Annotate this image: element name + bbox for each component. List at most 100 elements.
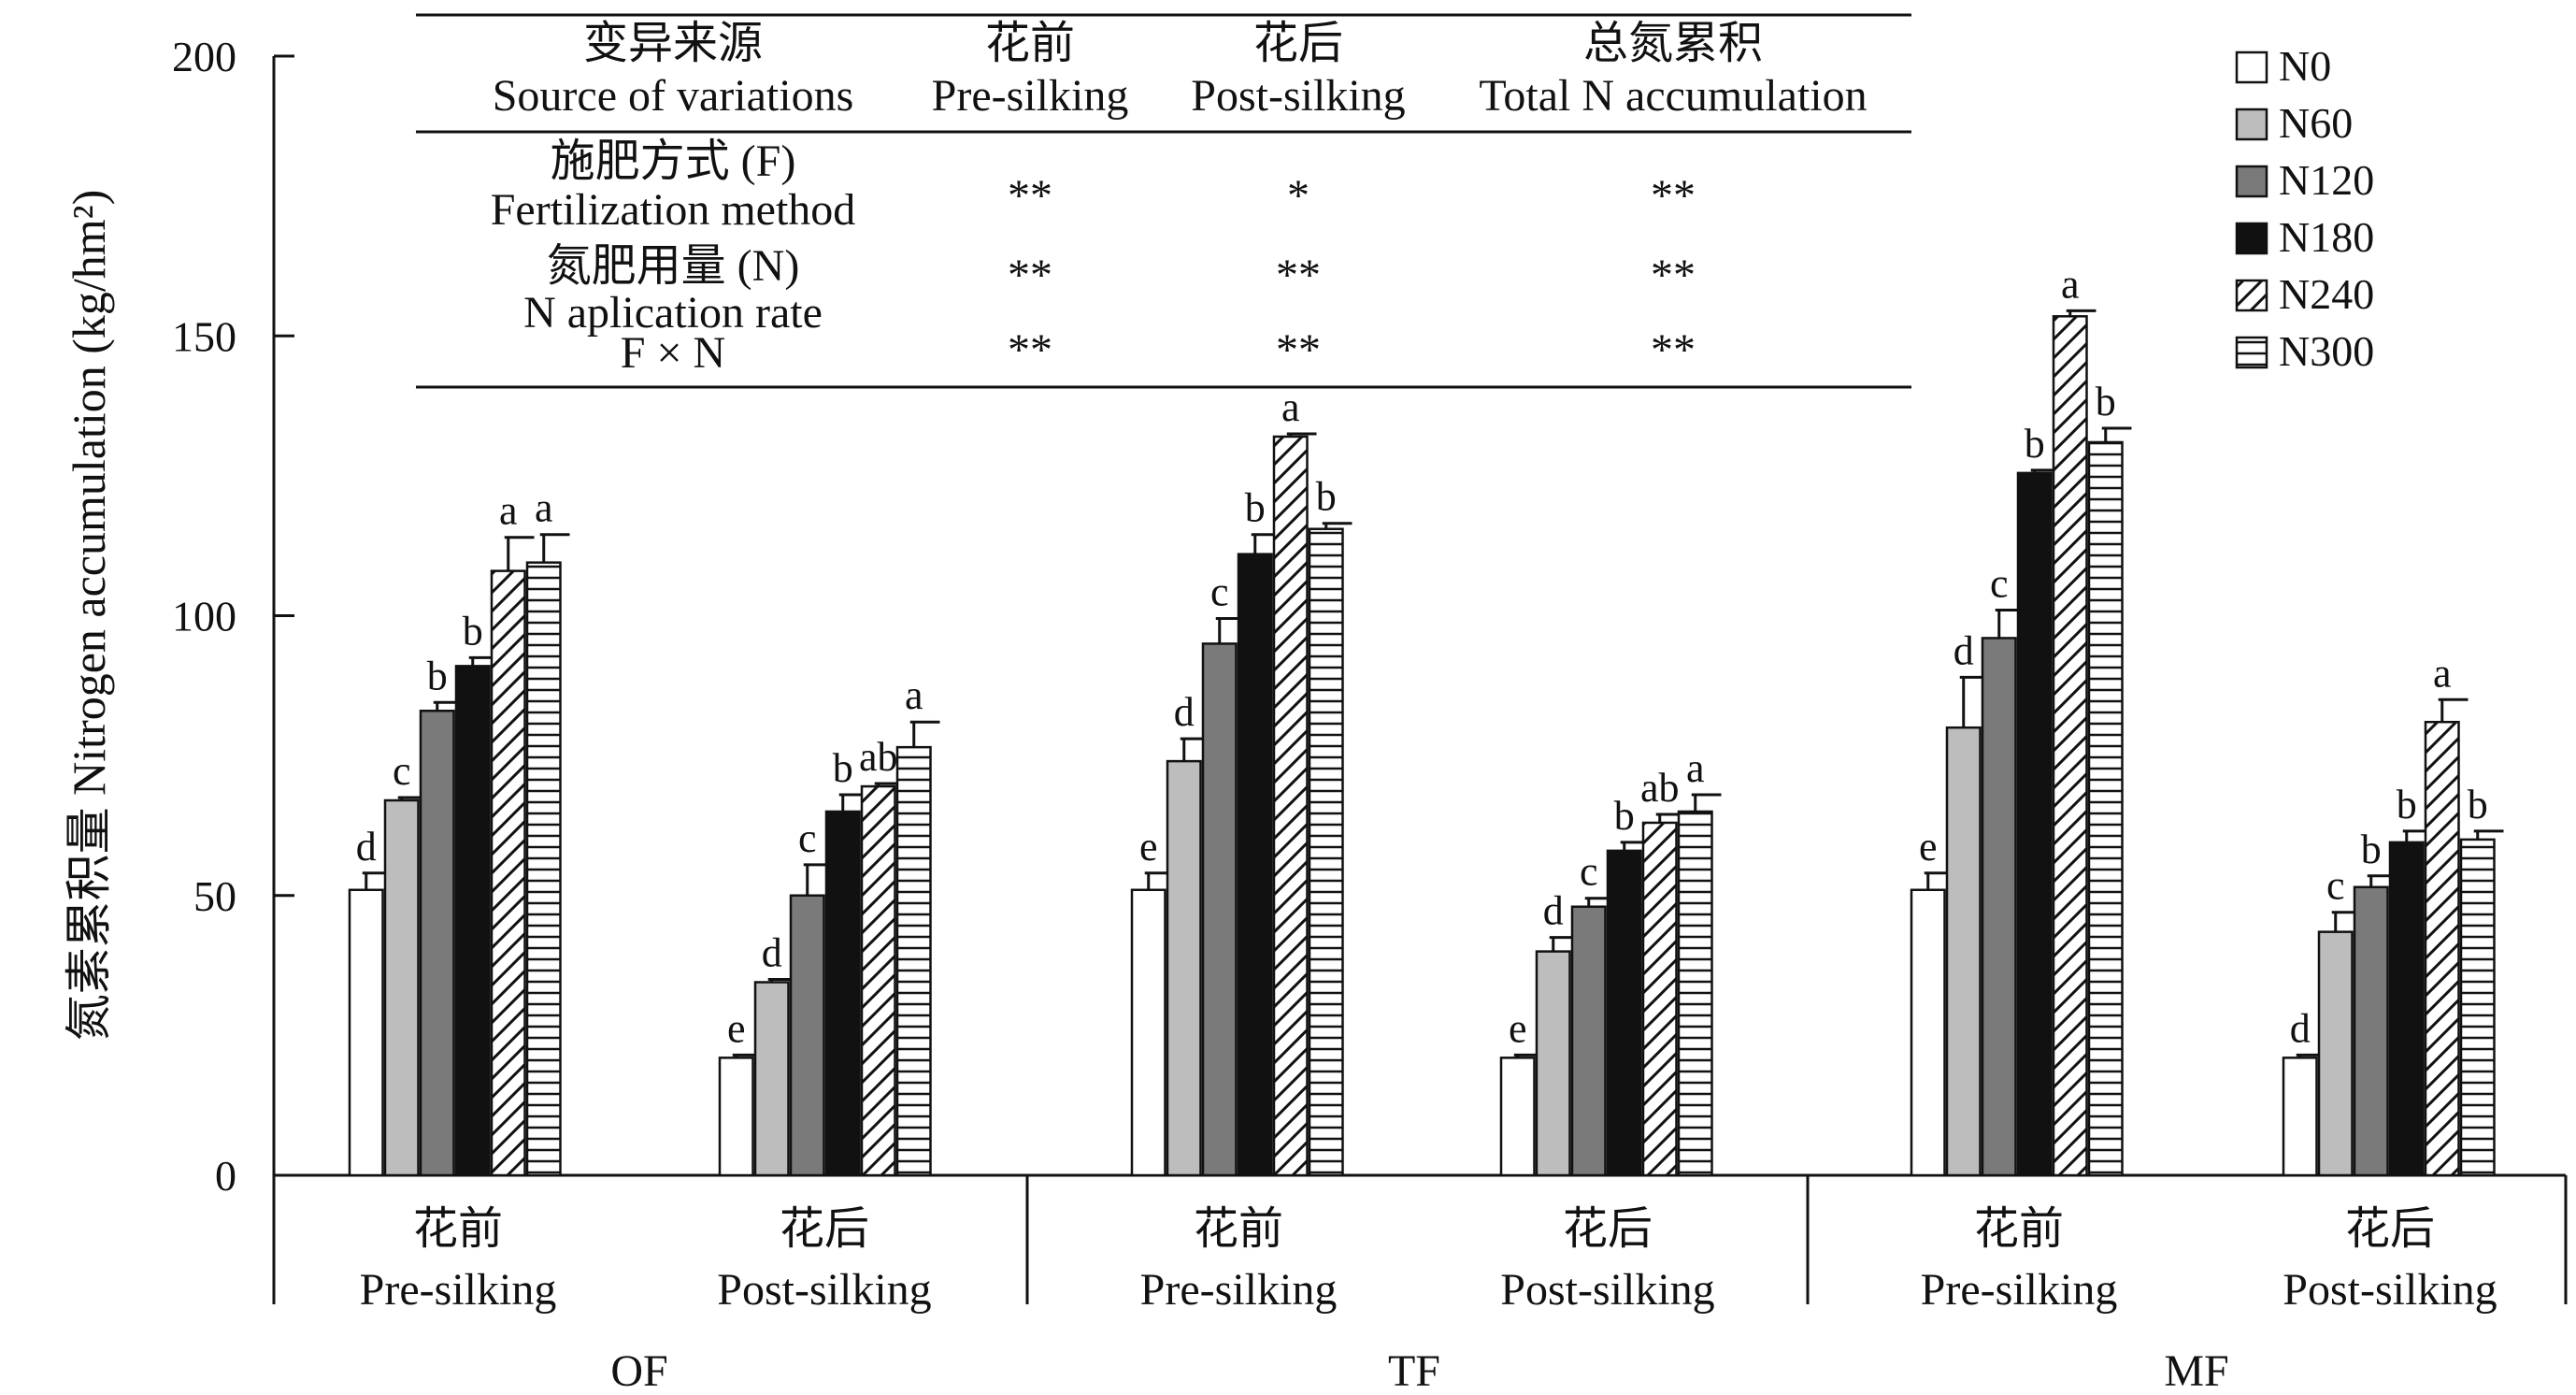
bar-n180-3	[1606, 849, 1642, 1177]
bar-n300-4	[2087, 440, 2124, 1177]
bar-n240-4	[2052, 315, 2088, 1177]
axes-layer: 0 50 100 150 200 氮素累积量 Nitrogen accumulation …	[63, 33, 2568, 1304]
bar-n300-1	[895, 745, 932, 1177]
significance-letter: c	[393, 748, 411, 794]
table-significance: **	[1008, 251, 1052, 300]
group-label: MF	[2164, 1346, 2228, 1395]
bar-n60-1	[753, 981, 790, 1177]
bar-n120-2	[1201, 642, 1238, 1177]
bar-n0-2	[1130, 888, 1166, 1177]
category-label-en: Pre-silking	[1140, 1265, 1338, 1315]
significance-letter: b	[1316, 474, 1337, 520]
category-label-zh: 花后	[2345, 1204, 2435, 1254]
legend-swatch-n120	[2235, 165, 2268, 198]
category-label-en: Post-silking	[2283, 1265, 2497, 1315]
table-header-en: Source of variations	[493, 71, 854, 121]
legend-swatch-n60	[2235, 108, 2268, 141]
significance-letter: b	[463, 608, 483, 654]
bar-n60-0	[383, 798, 420, 1177]
y-tick-label: 0	[215, 1152, 236, 1200]
significance-letter: c	[1210, 568, 1229, 614]
table-significance: **	[1008, 325, 1052, 375]
significance-letter: b	[2468, 782, 2488, 827]
significance-letter: c	[1990, 561, 2009, 607]
significance-letter: b	[1245, 485, 1266, 531]
bar-n60-2	[1166, 759, 1202, 1177]
table-row-label: F × N	[621, 328, 725, 378]
significance-letter: a	[535, 485, 553, 531]
bar-n180-4	[2016, 471, 2053, 1177]
y-tick-label: 50	[193, 872, 236, 920]
significance-letter: b	[1614, 793, 1635, 839]
bar-n180-5	[2388, 841, 2425, 1177]
significance-letter: a	[905, 672, 923, 718]
significance-letter: c	[1580, 849, 1598, 895]
table-header-zh: 总氮累积	[1583, 19, 1763, 68]
category-label-en: Post-silking	[1500, 1265, 1714, 1315]
bar-n180-2	[1237, 553, 1273, 1177]
table-row-label: 施肥方式 (F)	[551, 137, 796, 186]
bar-n240-3	[1641, 821, 1678, 1177]
significance-letter: b	[833, 745, 853, 791]
table-significance: **	[1276, 325, 1321, 375]
significance-letter: ab	[1640, 765, 1680, 811]
legend-label: N300	[2279, 327, 2374, 375]
table-row-label: N aplication rate	[523, 288, 823, 338]
bar-n240-0	[490, 569, 526, 1177]
legend-label: N180	[2279, 213, 2374, 261]
legend-label: N60	[2279, 99, 2353, 147]
bar-n0-5	[2282, 1057, 2318, 1177]
bar-n60-3	[1535, 950, 1571, 1177]
category-label-en: Pre-silking	[360, 1265, 557, 1315]
bar-n120-0	[419, 709, 455, 1177]
table-header-en: Post-silking	[1191, 71, 1405, 121]
significance-letter: d	[356, 824, 377, 870]
bar-n300-3	[1677, 810, 1713, 1177]
significance-letter: ab	[859, 734, 898, 780]
significance-letter: d	[1543, 888, 1564, 934]
table-row-label: 氮肥用量 (N)	[547, 241, 800, 291]
bar-n0-3	[1499, 1057, 1536, 1177]
legend-swatch-n180	[2235, 222, 2268, 255]
bar-n120-1	[789, 894, 825, 1177]
category-label-zh: 花后	[780, 1204, 869, 1254]
bar-n0-0	[348, 888, 384, 1177]
y-tick-label: 200	[172, 33, 236, 80]
significance-letter: d	[1174, 689, 1195, 735]
table-header-en: Pre-silking	[932, 71, 1129, 121]
bar-n180-0	[454, 665, 491, 1177]
legend-swatch-n300	[2235, 336, 2268, 369]
bar-n0-4	[1910, 888, 1946, 1177]
legend-swatch-n0	[2235, 50, 2268, 84]
group-label: OF	[610, 1346, 667, 1395]
significance-letter: a	[2433, 650, 2452, 696]
bar-n240-5	[2424, 720, 2460, 1177]
bar-n240-2	[1272, 435, 1309, 1177]
bar-n0-1	[718, 1057, 754, 1177]
category-label-zh: 花前	[413, 1204, 503, 1254]
bar-n180-1	[824, 810, 861, 1177]
table-header-en: Total N accumulation	[1479, 71, 1867, 121]
significance-letter: c	[2326, 863, 2345, 909]
category-labels-layer: 花前 Pre-silking 花后 Post-silking 花前 Pre-silking…	[360, 1204, 2497, 1395]
bar-n300-2	[1308, 527, 1344, 1177]
legend-swatch-n240	[2235, 279, 2268, 312]
legend-label: N120	[2279, 156, 2374, 204]
category-label-zh: 花前	[1194, 1204, 1283, 1254]
significance-letter: d	[762, 930, 782, 976]
significance-letter: c	[798, 815, 817, 861]
significance-letter: d	[2290, 1005, 2311, 1051]
bar-n240-1	[860, 784, 896, 1177]
bar-n300-5	[2459, 838, 2496, 1177]
bar-n300-0	[525, 561, 562, 1177]
bar-n60-5	[2317, 930, 2354, 1177]
category-label-en: Post-silking	[717, 1265, 931, 1315]
significance-letter: e	[727, 1005, 746, 1051]
significance-letter: e	[1509, 1005, 1527, 1051]
significance-letter: b	[2397, 782, 2417, 827]
significance-letter: a	[2061, 261, 2080, 307]
bar-n60-4	[1945, 726, 1982, 1177]
